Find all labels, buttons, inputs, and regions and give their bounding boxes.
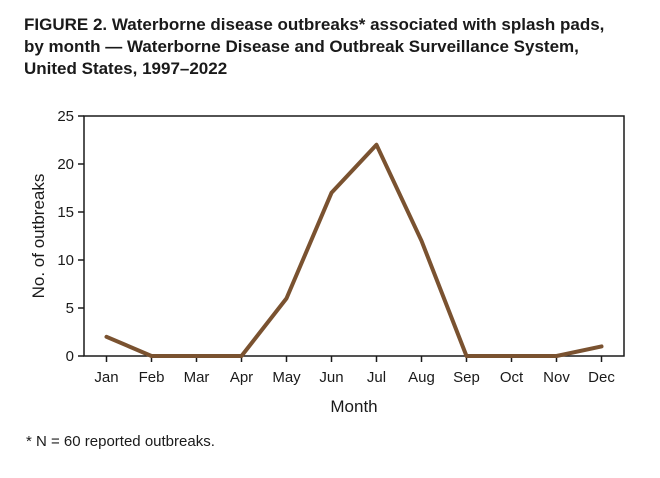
x-axis-label: Month <box>330 397 377 416</box>
x-tick-label: Nov <box>543 369 570 386</box>
y-axis-label: No. of outbreaks <box>29 174 48 299</box>
x-tick-label: Sep <box>453 369 480 386</box>
title-line-1: FIGURE 2. Waterborne disease outbreaks* … <box>24 15 605 34</box>
x-tick-label: Mar <box>184 369 210 386</box>
x-tick-label: Apr <box>230 369 253 386</box>
x-tick-label: Jul <box>367 369 386 386</box>
figure-title: FIGURE 2. Waterborne disease outbreaks* … <box>24 14 644 80</box>
footnote: * N = 60 reported outbreaks. <box>26 433 215 450</box>
title-line-2: by month — Waterborne Disease and Outbre… <box>24 37 579 56</box>
x-tick-label: Dec <box>588 369 615 386</box>
series-line <box>104 142 604 358</box>
y-tick-label: 0 <box>66 348 74 365</box>
plot-frame <box>83 115 625 357</box>
x-tick-label: Aug <box>408 369 435 386</box>
x-tick-label: Oct <box>500 369 524 386</box>
y-tick-label: 20 <box>57 156 74 173</box>
y-tick-label: 10 <box>57 252 74 269</box>
y-tick-label: 25 <box>57 108 74 125</box>
x-tick-label: Jan <box>94 369 118 386</box>
x-tick-label: Feb <box>139 369 165 386</box>
y-tick-label: 15 <box>57 204 74 221</box>
title-line-3: United States, 1997–2022 <box>24 59 228 78</box>
y-tick-label: 5 <box>66 300 74 317</box>
x-tick-label: Jun <box>319 369 343 386</box>
x-tick-label: May <box>272 369 301 386</box>
